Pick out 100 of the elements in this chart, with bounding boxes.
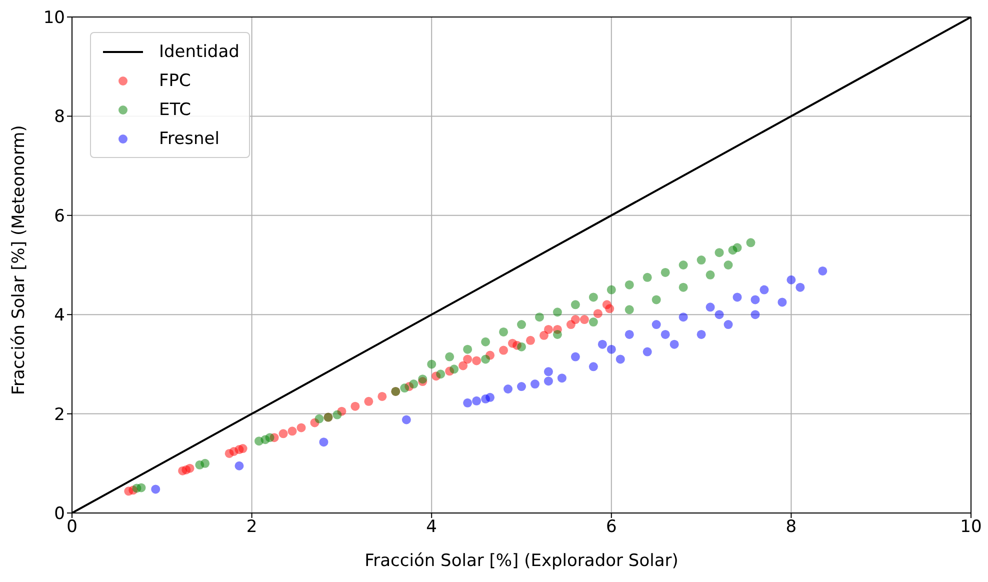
- point: [624, 280, 634, 290]
- point: [409, 380, 418, 389]
- point: [364, 396, 374, 406]
- point: [678, 260, 688, 270]
- point: [402, 415, 411, 424]
- point: [660, 268, 670, 277]
- point: [332, 410, 342, 420]
- point: [778, 298, 787, 307]
- point: [418, 374, 428, 384]
- point: [486, 392, 495, 402]
- point: [508, 338, 518, 348]
- point: [265, 433, 274, 442]
- y-tick-label: 10: [43, 8, 65, 28]
- point: [570, 300, 580, 310]
- point: [296, 423, 306, 432]
- point: [728, 246, 738, 255]
- point: [552, 330, 562, 339]
- point: [750, 295, 760, 304]
- point: [450, 364, 459, 374]
- point: [598, 340, 607, 349]
- point: [678, 282, 688, 292]
- point: [670, 340, 679, 349]
- point: [499, 327, 508, 336]
- point: [530, 380, 540, 389]
- point: [200, 458, 210, 468]
- point: [724, 320, 733, 330]
- point: [534, 312, 544, 322]
- point: [463, 354, 472, 364]
- point: [350, 402, 360, 411]
- point: [463, 344, 472, 354]
- point: [652, 295, 661, 304]
- point: [642, 272, 652, 282]
- point: [624, 305, 634, 314]
- point: [570, 352, 580, 362]
- point: [570, 315, 580, 324]
- point: [436, 370, 446, 379]
- y-tick-label: 6: [54, 206, 65, 226]
- x-tick-label: 0: [66, 517, 78, 538]
- point: [539, 330, 548, 340]
- point: [624, 330, 634, 339]
- point: [786, 275, 796, 284]
- x-tick-label: 10: [960, 517, 982, 538]
- x-tick-label: 4: [426, 517, 438, 538]
- point: [760, 285, 769, 294]
- point: [660, 330, 670, 339]
- y-tick-label: 0: [54, 504, 65, 524]
- point: [151, 484, 160, 494]
- point: [602, 300, 612, 310]
- point: [552, 308, 562, 317]
- x-tick-label: 6: [606, 517, 617, 538]
- point: [472, 356, 482, 366]
- point: [588, 318, 598, 327]
- point: [472, 396, 482, 406]
- point: [606, 285, 616, 294]
- point: [696, 330, 706, 339]
- legend-label: Identidad: [159, 42, 240, 62]
- point: [481, 354, 490, 364]
- point: [234, 461, 244, 470]
- point: [319, 438, 328, 447]
- point: [499, 346, 508, 355]
- point: [544, 367, 553, 376]
- point: [706, 270, 715, 280]
- point: [517, 320, 526, 330]
- point: [696, 256, 706, 265]
- point: [706, 302, 715, 312]
- legend-label: ETC: [159, 100, 191, 120]
- x-axis-title: Fracción Solar [%] (Explorador Solar): [364, 551, 678, 571]
- point: [796, 282, 805, 292]
- point: [642, 347, 652, 356]
- point: [714, 248, 724, 258]
- point: [750, 310, 760, 320]
- point: [481, 337, 490, 346]
- point: [185, 464, 194, 473]
- point: [463, 398, 472, 408]
- point: [606, 344, 616, 354]
- point: [458, 361, 468, 370]
- point: [588, 362, 598, 372]
- point: [517, 382, 526, 392]
- point: [278, 429, 288, 438]
- y-axis-title: Fracción Solar [%] (Meteonorm): [9, 125, 30, 395]
- point: [588, 292, 598, 302]
- point: [652, 320, 661, 330]
- point: [504, 384, 513, 394]
- point: [818, 266, 828, 276]
- point: [427, 360, 436, 369]
- point: [724, 260, 733, 270]
- point: [517, 342, 526, 352]
- y-tick-label: 2: [54, 404, 65, 425]
- point: [746, 238, 756, 248]
- point: [544, 376, 553, 386]
- legend-label: FPC: [159, 70, 191, 90]
- legend-label: Fresnel: [159, 128, 220, 148]
- point: [526, 336, 535, 345]
- point: [580, 315, 589, 324]
- point: [557, 374, 566, 383]
- point: [314, 414, 324, 424]
- y-tick-label: 4: [54, 306, 65, 326]
- x-tick-label: 8: [786, 517, 797, 538]
- point: [616, 354, 625, 364]
- point: [136, 483, 146, 492]
